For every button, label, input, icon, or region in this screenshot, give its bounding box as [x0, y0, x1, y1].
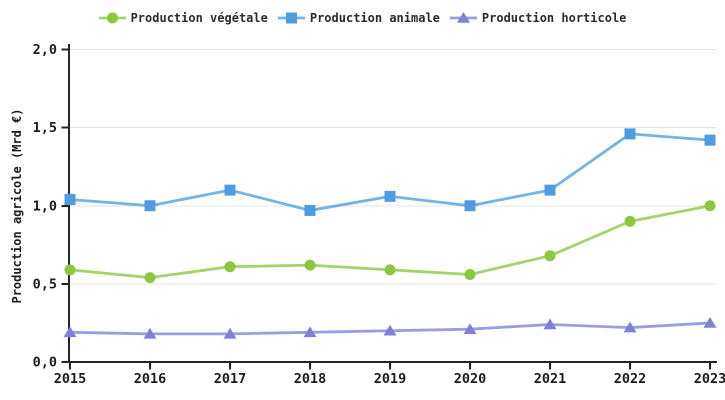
legend-item-0: Production végétale: [98, 10, 268, 26]
x-tick-label: 2023: [694, 371, 725, 387]
data-point-marker: [543, 318, 557, 330]
data-point-marker: [223, 327, 237, 339]
data-point-marker: [703, 316, 717, 328]
triangle-icon: [456, 12, 470, 23]
data-point-marker: [64, 194, 76, 205]
data-point-marker: [464, 269, 476, 280]
data-point-marker: [143, 327, 157, 339]
triangle-legend-marker-icon: [449, 12, 477, 23]
data-point-marker: [704, 134, 716, 146]
y-tick-label: 0,5: [33, 276, 57, 292]
y-tick-label: 1,0: [33, 198, 57, 214]
x-tick-label: 2019: [374, 371, 407, 387]
data-point-marker: [544, 184, 556, 196]
data-point-marker: [384, 190, 396, 202]
data-point-marker: [704, 200, 716, 212]
data-point-marker: [544, 250, 556, 262]
data-point-marker: [63, 326, 77, 338]
data-point-marker: [303, 326, 317, 338]
x-tick-label: 2020: [454, 371, 487, 387]
x-tick-label: 2015: [54, 371, 87, 387]
circle-icon: [106, 12, 118, 24]
legend: Production végétale Production animale Pro…: [0, 10, 725, 26]
data-point-marker: [304, 204, 316, 216]
data-point-marker: [224, 184, 236, 196]
legend-label: Production horticole: [481, 11, 627, 25]
data-point-marker: [144, 200, 156, 212]
x-tick-label: 2017: [214, 371, 247, 387]
data-point-marker: [304, 259, 316, 271]
legend-label: Production animale: [309, 11, 440, 25]
data-point-marker: [384, 264, 396, 276]
data-point-marker: [224, 261, 236, 273]
y-tick-label: 2,0: [33, 42, 57, 58]
legend-item-2: Production horticole: [449, 10, 627, 26]
data-point-marker: [383, 324, 397, 336]
x-tick-label: 2021: [534, 371, 567, 387]
data-point-marker: [463, 323, 477, 334]
x-tick-label: 2016: [134, 371, 167, 387]
data-point-marker: [144, 272, 156, 284]
square-legend-marker-icon: [277, 12, 305, 24]
data-point-marker: [64, 264, 76, 276]
data-point-marker: [623, 321, 637, 333]
x-tick-label: 2022: [614, 371, 647, 387]
y-tick-label: 0,0: [33, 355, 57, 371]
square-icon: [285, 12, 297, 24]
circle-legend-marker-icon: [98, 12, 126, 24]
data-point-marker: [624, 128, 636, 140]
data-point-marker: [464, 200, 476, 212]
legend-item-1: Production animale: [277, 10, 440, 26]
data-point-marker: [624, 215, 636, 227]
x-tick-label: 2018: [294, 371, 327, 387]
y-tick-label: 1,5: [33, 120, 57, 136]
y-axis-title: Production agricole (Mrd €): [10, 108, 24, 303]
legend-label: Production végétale: [130, 11, 268, 25]
